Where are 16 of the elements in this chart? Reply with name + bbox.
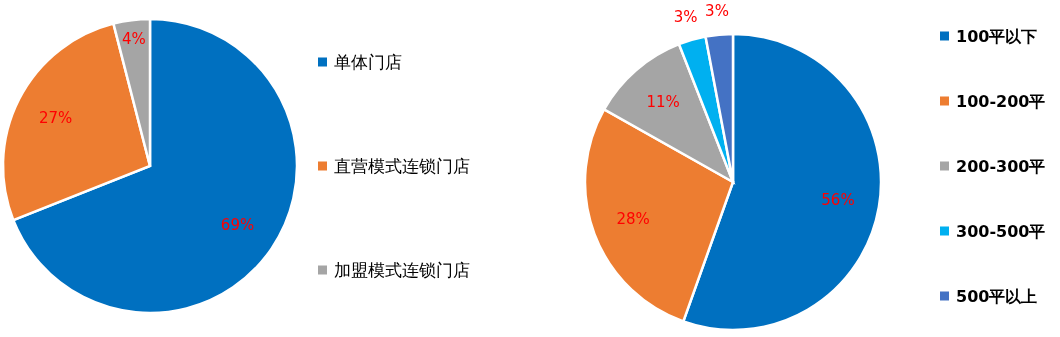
data-label: 56% xyxy=(821,191,855,210)
data-label: 11% xyxy=(646,92,680,111)
data-label: 3% xyxy=(705,2,729,21)
legend-label: 直营模式连锁门店 xyxy=(334,156,470,176)
data-label: 69% xyxy=(220,216,255,235)
legend-label: 300-500平 xyxy=(956,221,1046,241)
legend-label: 100平以下 xyxy=(956,26,1038,46)
data-label: 3% xyxy=(673,8,698,26)
legend-label: 单体门店 xyxy=(334,52,402,72)
legend-label: 200-300平 xyxy=(956,156,1046,176)
legend-label: 加盟模式连锁门店 xyxy=(334,260,470,280)
legend-label: 500平以上 xyxy=(956,286,1038,306)
data-label: 4% xyxy=(122,30,146,49)
data-label: 27% xyxy=(39,108,73,127)
legend-label: 100-200平 xyxy=(956,91,1046,111)
data-label: 28% xyxy=(616,210,650,229)
